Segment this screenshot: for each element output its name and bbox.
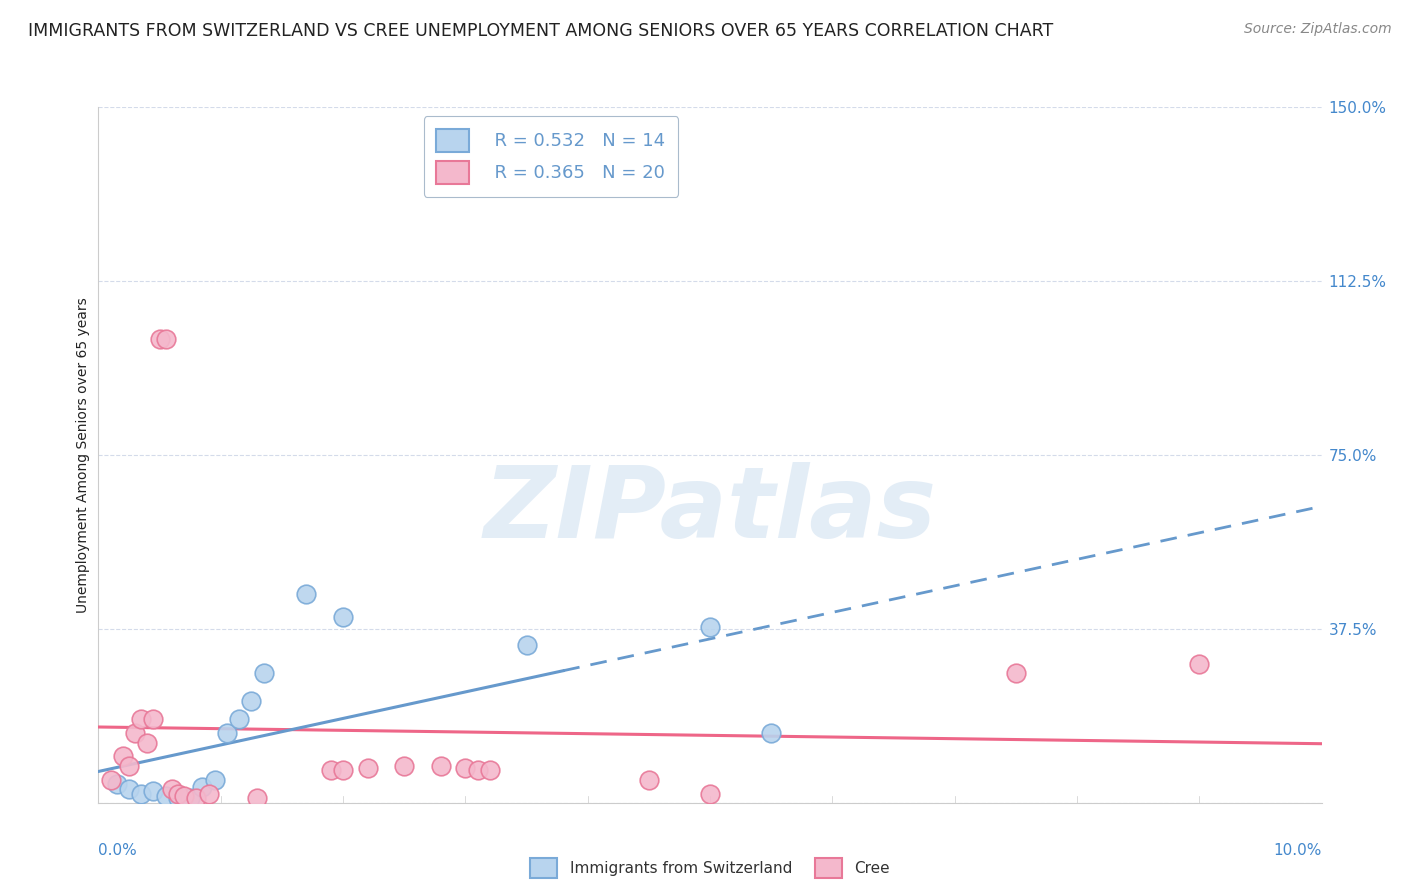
Point [516, 638, 538, 652]
Point [699, 619, 721, 633]
Point [319, 764, 342, 778]
Point [1188, 657, 1211, 671]
Point [454, 761, 477, 775]
Point [149, 332, 172, 346]
Point [100, 772, 122, 787]
Point [332, 610, 354, 624]
Text: IMMIGRANTS FROM SWITZERLAND VS CREE UNEMPLOYMENT AMONG SENIORS OVER 65 YEARS COR: IMMIGRANTS FROM SWITZERLAND VS CREE UNEM… [28, 22, 1053, 40]
Point [160, 781, 183, 796]
Point [478, 764, 501, 778]
Point [228, 712, 250, 726]
Point [430, 758, 453, 772]
Text: 0.0%: 0.0% [98, 843, 138, 858]
Point [638, 772, 661, 787]
Point [240, 694, 263, 708]
Point [1004, 665, 1026, 680]
Point [295, 587, 318, 601]
Text: Source: ZipAtlas.com: Source: ZipAtlas.com [1244, 22, 1392, 37]
Point [124, 726, 146, 740]
Point [197, 787, 219, 801]
Point [155, 332, 177, 346]
Point [392, 758, 416, 772]
Point [332, 764, 354, 778]
Point [191, 780, 214, 794]
Point [204, 772, 226, 787]
Point [111, 749, 134, 764]
Text: ZIPatlas: ZIPatlas [484, 462, 936, 559]
Point [186, 791, 208, 805]
Point [761, 726, 783, 740]
Legend: Immigrants from Switzerland, Cree: Immigrants from Switzerland, Cree [522, 851, 898, 886]
Point [246, 791, 269, 805]
Y-axis label: Unemployment Among Seniors over 65 years: Unemployment Among Seniors over 65 years [76, 297, 90, 613]
Point [129, 712, 152, 726]
Point [129, 787, 152, 801]
Point [105, 777, 128, 791]
Point [136, 735, 159, 749]
Point [215, 726, 238, 740]
Point [142, 784, 165, 798]
Point [167, 791, 190, 805]
Text: 10.0%: 10.0% [1274, 843, 1322, 858]
Point [252, 665, 274, 680]
Point [118, 758, 141, 772]
Point [167, 787, 190, 801]
Point [467, 764, 489, 778]
Point [179, 791, 201, 805]
Point [155, 789, 177, 803]
Point [142, 712, 165, 726]
Point [699, 787, 721, 801]
Point [173, 789, 195, 803]
Point [118, 781, 141, 796]
Point [356, 761, 378, 775]
